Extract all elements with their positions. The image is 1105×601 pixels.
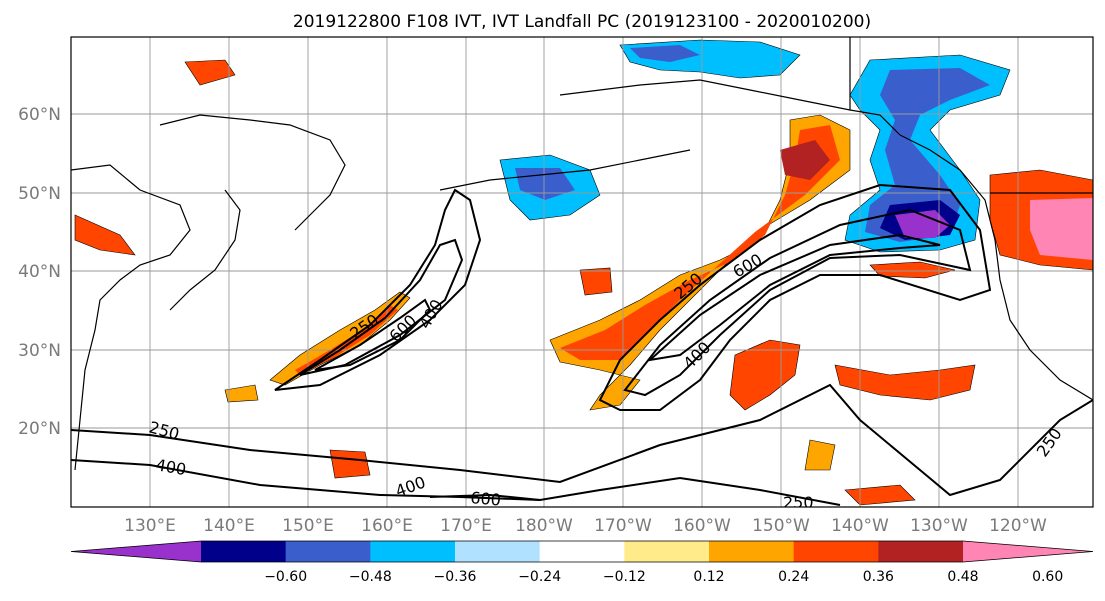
coast-aleutians <box>439 149 691 191</box>
coast-na-west <box>899 134 1093 401</box>
positive-blob-north-1 <box>184 59 236 86</box>
colorbar-tick-label: −0.12 <box>603 569 646 585</box>
lon-label: 150°E <box>282 516 334 536</box>
map-frame <box>70 36 1094 508</box>
ivt-contours <box>71 183 1093 506</box>
colorbar-tick-label: 0.24 <box>778 569 809 585</box>
lon-label: 180°W <box>515 516 573 536</box>
colorbar-tick-label: 0.60 <box>1032 569 1063 585</box>
colorbar-segment <box>793 541 879 562</box>
contour-label-250: 250 <box>783 493 814 512</box>
colorbar: −0.60 −0.48 −0.36 −0.24 −0.12 0.12 0.24 0.36 0.4… <box>70 540 1094 585</box>
colorbar-segment <box>455 541 541 562</box>
colorbar-segment <box>709 541 795 562</box>
lat-label: 30°N <box>18 341 61 361</box>
lon-label: 140°E <box>203 516 255 536</box>
negative-region-gulf-peak <box>895 210 950 238</box>
contour-600-west <box>314 298 432 371</box>
lon-label: 130°E <box>124 516 176 536</box>
contour-250-west <box>274 188 482 391</box>
coast-alaska <box>559 79 901 136</box>
positive-band-central-core <box>780 140 830 180</box>
lon-label: 160°W <box>673 516 731 536</box>
coast-asia <box>71 164 191 471</box>
colorbar-segment <box>539 541 625 562</box>
lat-label: 20°N <box>18 419 61 439</box>
positive-blob-mid-1 <box>579 267 613 296</box>
negative-region-bering-inner <box>630 45 700 62</box>
lat-label: 60°N <box>18 105 61 125</box>
colorbar-tick-label: −0.60 <box>264 569 307 585</box>
contour-400-south <box>71 459 841 506</box>
longitude-labels: 130°E 140°E 150°E 160°E 170°E 180°W 170°… <box>124 516 1047 536</box>
coastlines <box>71 37 1093 471</box>
contour-600-east <box>646 233 941 362</box>
positive-blob-subtropical-4 <box>844 484 916 506</box>
figure-title: 2019122800 F108 IVT, IVT Landfall PC (20… <box>293 12 871 32</box>
colorbar-tick-label: 0.48 <box>947 569 978 585</box>
gridlines <box>71 37 1093 507</box>
positive-blob-west-us-core <box>1030 198 1093 260</box>
coast-japan <box>169 189 241 311</box>
lon-label: 130°W <box>910 516 968 536</box>
shaded-field <box>74 39 1093 506</box>
lat-label: 50°N <box>18 184 61 204</box>
colorbar-segment <box>624 541 710 562</box>
colorbar-extend-high <box>963 541 1093 562</box>
contour-250-east <box>598 183 992 411</box>
lon-label: 140°W <box>831 516 889 536</box>
colorbar-tick-label: −0.36 <box>434 569 477 585</box>
positive-blob-subtropical-2 <box>834 364 976 401</box>
coast-kamchatka <box>159 114 346 231</box>
lon-label: 170°E <box>440 516 492 536</box>
colorbar-outline <box>70 540 1094 563</box>
positive-blob-mid-2 <box>224 384 259 403</box>
negative-region-gulf-mid <box>865 68 990 242</box>
colorbar-extend-low <box>71 541 201 562</box>
positive-blob-subtropical-5 <box>329 449 371 479</box>
positive-blob-subtropical-1 <box>729 339 801 411</box>
colorbar-tick-label: 0.12 <box>693 569 724 585</box>
contour-250-south <box>71 383 1093 497</box>
positive-blob-japan <box>74 214 136 256</box>
colorbar-segment <box>201 541 287 562</box>
colorbar-segment <box>285 541 371 562</box>
latitude-labels: 60°N 50°N 40°N 30°N 20°N <box>18 105 61 439</box>
colorbar-segment <box>878 541 964 562</box>
lon-label: 150°W <box>752 516 810 536</box>
contour-600-south <box>429 493 541 501</box>
lon-label: 170°W <box>594 516 652 536</box>
positive-blob-subtropical-3 <box>804 439 836 471</box>
colorbar-tick-label: −0.24 <box>518 569 561 585</box>
lon-label: 160°E <box>361 516 413 536</box>
lat-label: 40°N <box>18 262 61 282</box>
colorbar-tick-label: 0.36 <box>863 569 894 585</box>
contour-400-east <box>623 208 972 397</box>
contour-label-600: 600 <box>470 488 502 510</box>
lon-label: 120°W <box>989 516 1047 536</box>
colorbar-segment <box>370 541 456 562</box>
contour-400-west <box>299 238 464 376</box>
map-panel: 250 600 400 250 600 400 250 400 400 600 … <box>70 36 1094 512</box>
colorbar-tick-label: −0.48 <box>349 569 392 585</box>
